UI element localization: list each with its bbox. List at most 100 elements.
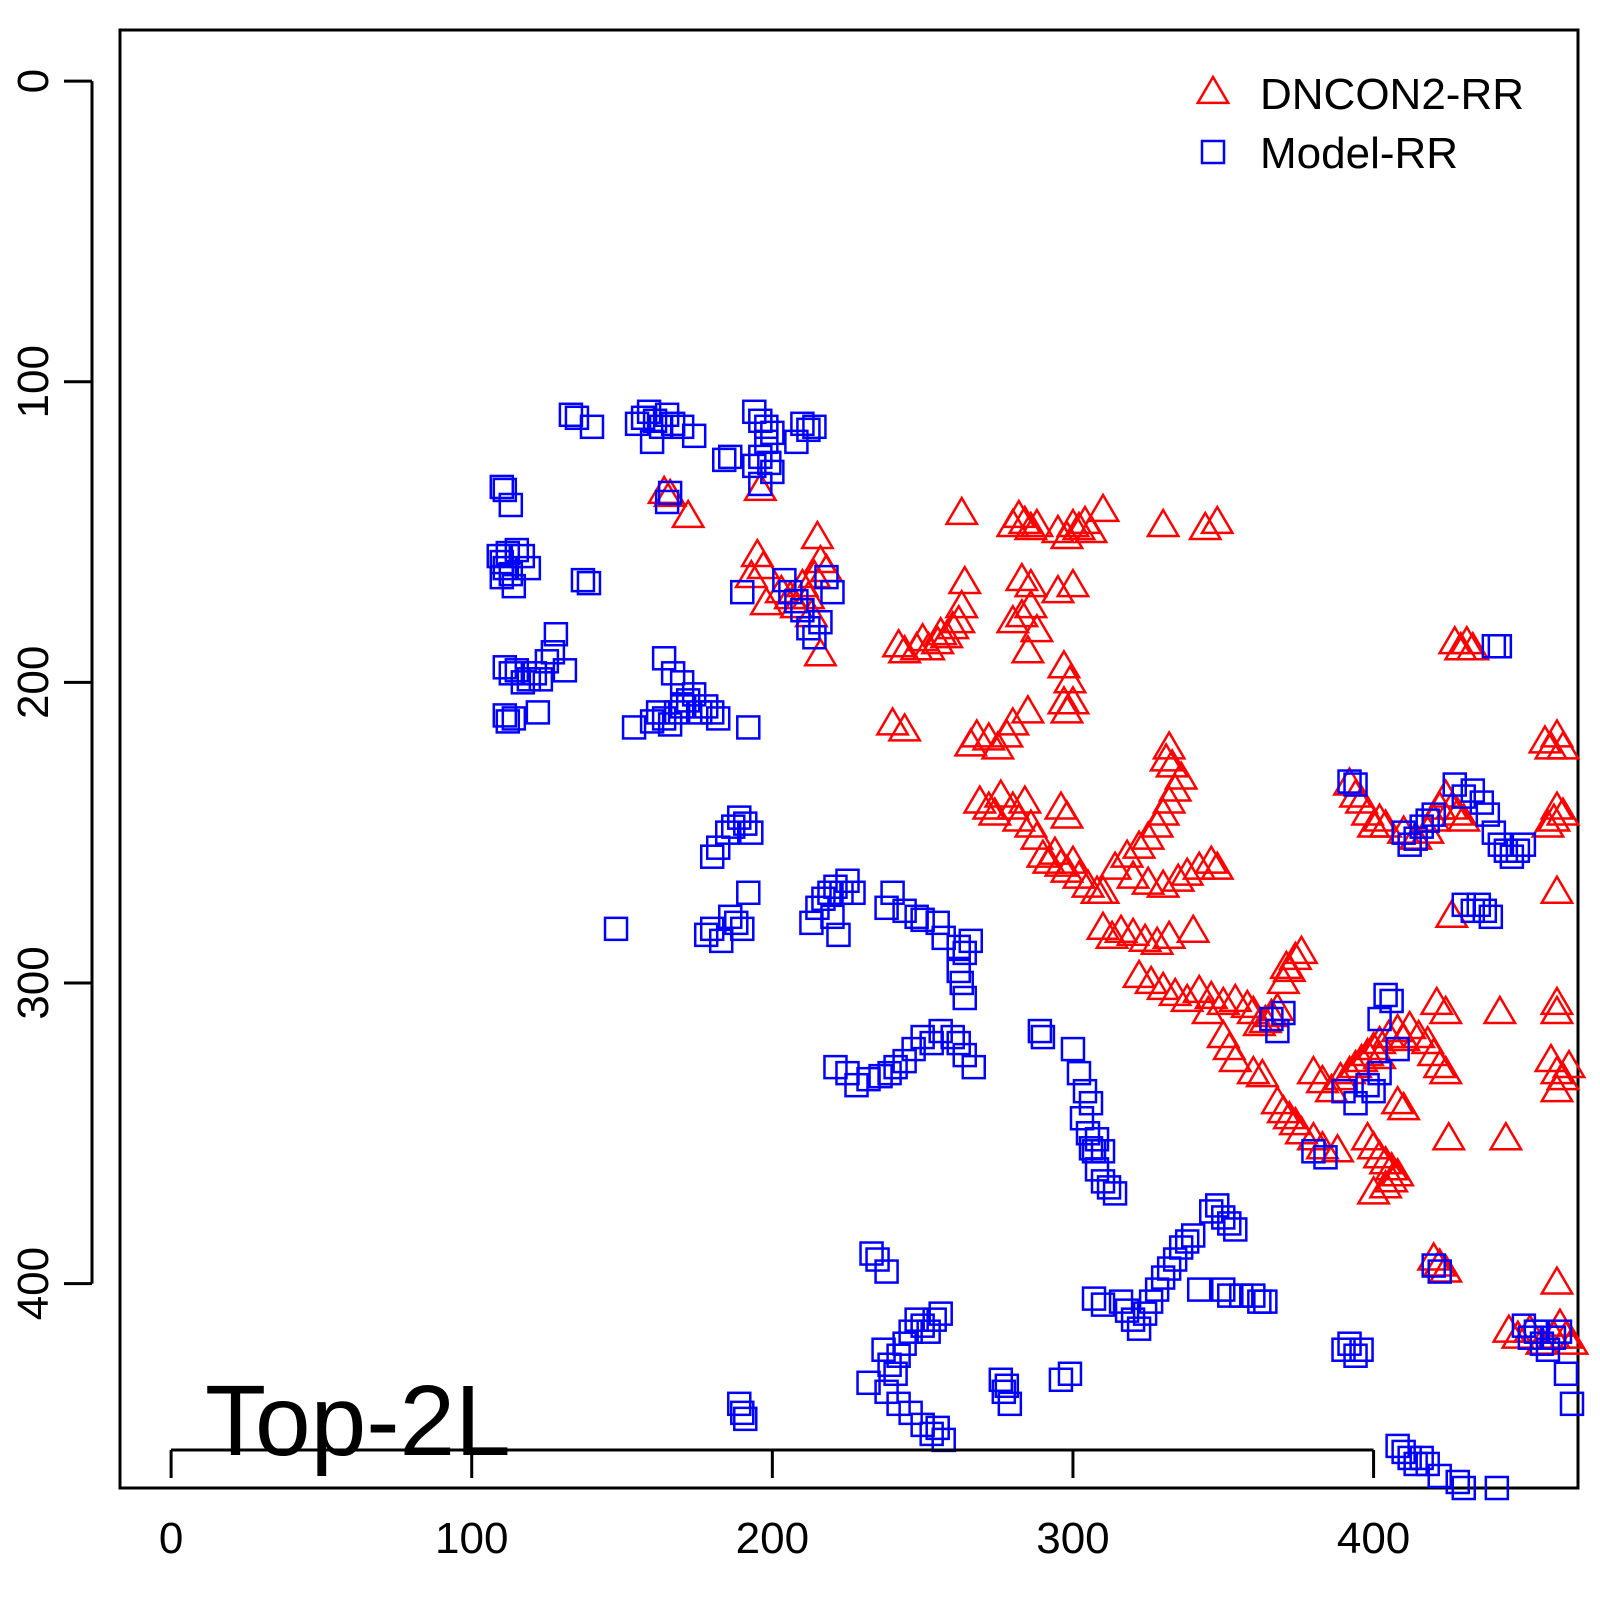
x-tick-label: 400 [1337,1514,1410,1563]
data-point [925,910,950,936]
data-point [826,922,851,948]
data-point [961,1054,987,1080]
data-point [579,414,605,440]
data-point [1081,1286,1107,1311]
data-point [1049,799,1085,829]
data-point [1484,1475,1510,1501]
data-point [1449,624,1485,655]
data-point [1539,874,1575,904]
data-point [1559,1391,1585,1417]
data-point [1205,985,1241,1016]
data-point [705,835,731,860]
data-point [760,420,785,446]
data-point [796,417,821,443]
data-point [1380,1084,1416,1115]
data-point [1416,1241,1452,1271]
data-point [1025,838,1061,868]
data-point [1269,949,1304,980]
data-point [997,1391,1023,1417]
data-point [1488,1120,1524,1151]
series-square-points [486,399,1585,1501]
data-point [681,423,707,449]
data-point [1259,1084,1295,1115]
data-point [639,429,665,455]
data-point [922,1307,947,1332]
data-point [711,447,737,473]
data-point [1055,507,1091,538]
data-point [1186,1277,1212,1302]
data-point [1085,874,1121,904]
data-point [739,820,764,845]
data-point [1027,1018,1053,1044]
data-point [699,844,725,869]
data-point [1174,1229,1200,1254]
data-point [1386,1090,1422,1121]
data-point [802,624,827,650]
data-point [718,444,743,470]
data-point [883,1054,908,1080]
data-point [543,621,569,647]
data-point [1374,1162,1409,1193]
data-point [1553,1361,1579,1387]
data-point [1482,994,1518,1025]
data-point [1145,868,1181,898]
data-point [944,588,980,619]
data-point [946,958,971,984]
data-point [1265,1018,1290,1044]
x-tick-label: 0 [159,1514,183,1563]
data-point [995,603,1031,634]
data-point [1536,802,1572,832]
data-point [952,985,977,1011]
data-point [1343,1343,1368,1368]
legend-marker-square [1200,139,1226,165]
data-point [910,1412,935,1438]
data-point [1545,730,1581,760]
data-point [1102,1181,1128,1206]
data-point [1409,1445,1434,1471]
data-point [1475,802,1501,827]
data-point [1078,1090,1104,1116]
data-point [1180,1223,1206,1248]
data-point [962,784,998,814]
data-point [958,928,984,954]
data-point [1090,1139,1116,1164]
data-point [1356,1129,1391,1160]
data-point [693,922,719,948]
x-axis: 0 100 200 300 400 [159,1448,1410,1563]
data-point [874,1259,899,1284]
data-point [859,1241,884,1266]
data-point [1004,561,1040,592]
data-point [498,492,524,518]
data-point [1415,808,1440,833]
data-point [1451,892,1477,918]
data-point [910,1024,935,1050]
data-point [1478,904,1504,930]
data-point [1040,513,1076,544]
data-point [887,711,922,742]
y-tick-label: 0 [9,69,58,93]
data-point [699,916,725,942]
data-point [868,1063,893,1089]
data-point [1043,847,1079,877]
data-point [1511,832,1537,857]
data-point [1427,1463,1452,1489]
data-point [800,519,835,550]
data-point [1431,1120,1467,1151]
data-point [1115,859,1151,889]
data-point [1057,1361,1083,1387]
data-point [1547,1319,1573,1344]
data-point [877,1352,902,1377]
data-point [1090,1292,1116,1317]
data-point [803,636,838,667]
data-point [1109,838,1145,868]
data-point [1253,1289,1278,1314]
data-point [534,649,560,674]
data-point [1030,1024,1056,1050]
y-tick-label: 200 [9,646,58,719]
data-point [1193,844,1229,874]
data-point [1373,982,1398,1008]
data-point [1487,634,1513,659]
data-point [1169,856,1205,886]
data-point [657,480,683,506]
